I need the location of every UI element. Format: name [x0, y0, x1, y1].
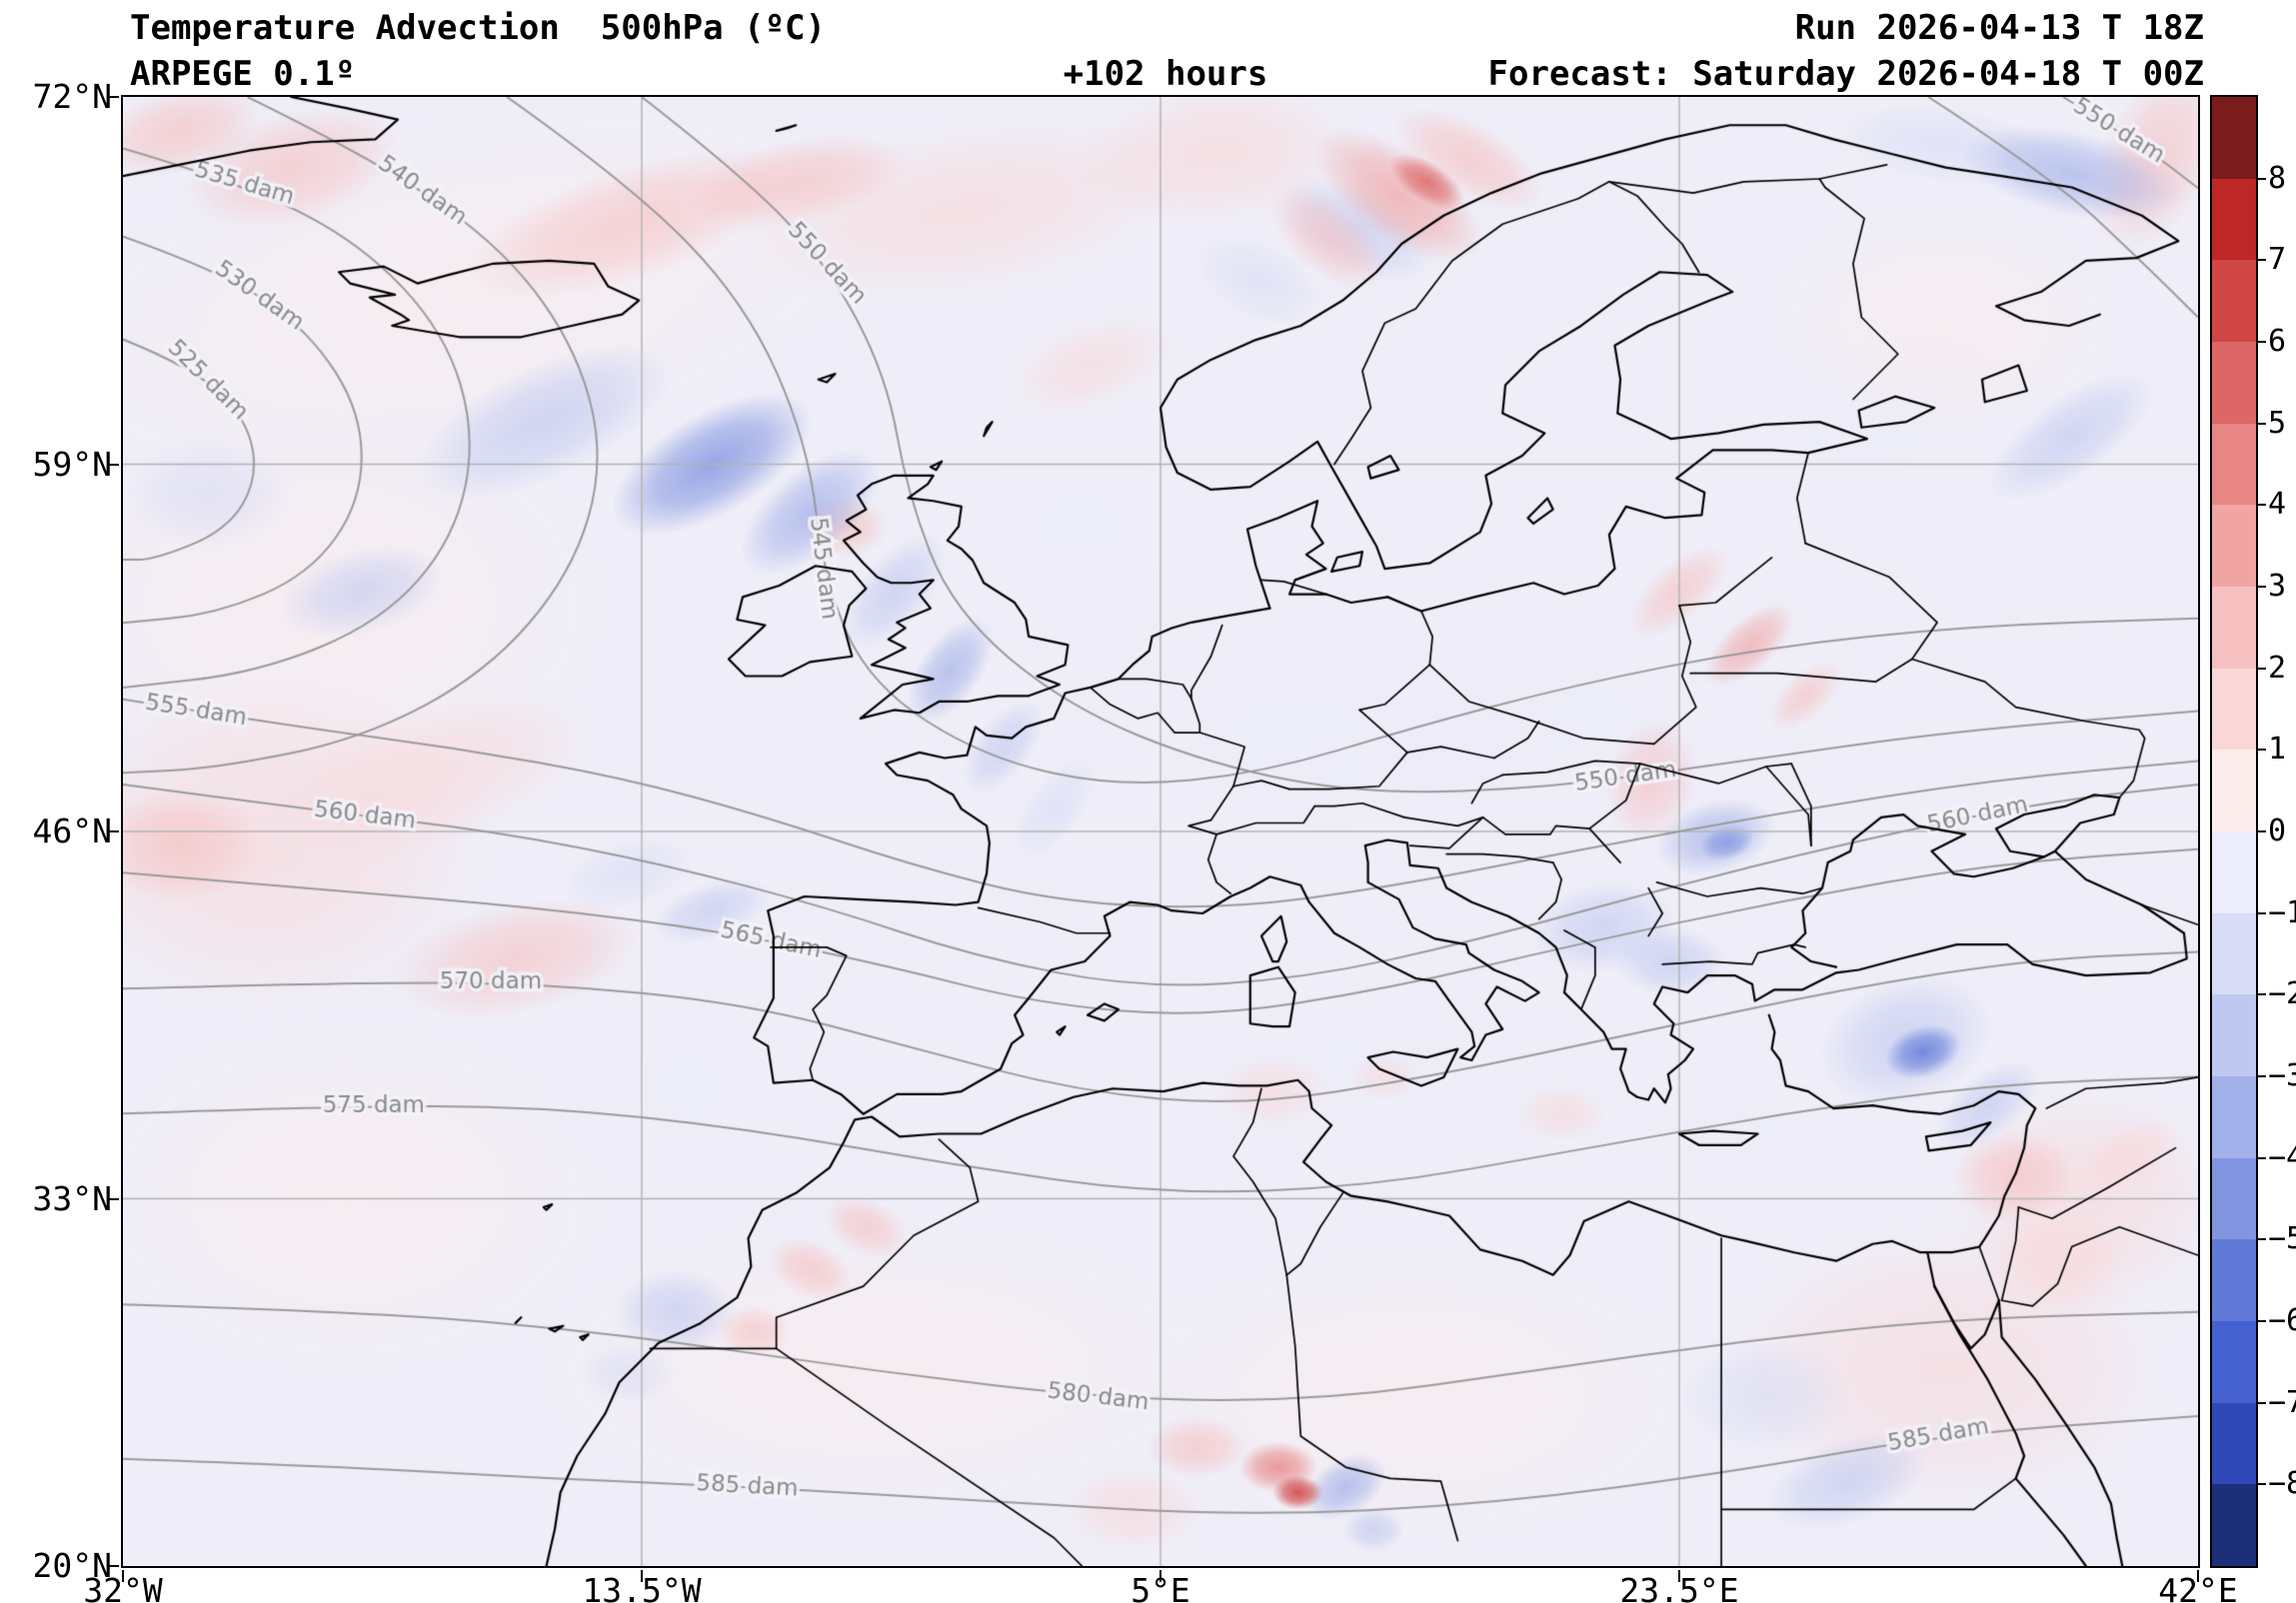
colorbar-tick-label: −4: [2268, 1139, 2296, 1175]
map-canvas: [123, 97, 2198, 1566]
colorbar-tick-mark: [2258, 1238, 2266, 1241]
colorbar: [2210, 95, 2258, 1568]
lead-time-label: +102 hours: [1063, 54, 1268, 94]
lat-tick-mark: [107, 1565, 119, 1567]
colorbar-tick-mark: [2258, 504, 2266, 507]
lon-tick-mark: [641, 1570, 643, 1582]
lon-tick-mark: [1678, 1570, 1680, 1582]
lat-tick-label: 33°N: [32, 1178, 112, 1218]
colorbar-tick-label: 5: [2268, 405, 2287, 441]
colorbar-tick-label: −5: [2268, 1221, 2296, 1257]
colorbar-band: [2212, 1321, 2256, 1403]
colorbar-tick-mark: [2258, 830, 2266, 832]
colorbar-tick-mark: [2258, 422, 2266, 425]
colorbar-tick-mark: [2258, 749, 2266, 752]
colorbar-tick-label: 8: [2268, 160, 2287, 196]
lon-tick-mark: [2197, 1570, 2199, 1582]
colorbar-tick-mark: [2258, 177, 2266, 180]
colorbar-band: [2212, 994, 2256, 1077]
lon-tick-mark: [122, 1570, 124, 1582]
colorbar-band: [2212, 1402, 2256, 1485]
lon-tick-mark: [1159, 1570, 1161, 1582]
colorbar-tick-mark: [2258, 993, 2266, 996]
colorbar-band: [2212, 97, 2256, 179]
forecast-valid-label: Forecast: Saturday 2026-04-18 T 00Z: [1487, 54, 2204, 94]
lat-tick-label: 59°N: [32, 444, 112, 484]
colorbar-tick-label: −6: [2268, 1303, 2296, 1338]
colorbar-tick-label: 3: [2268, 569, 2287, 604]
colorbar-tick-mark: [2258, 1075, 2266, 1077]
colorbar-tick-mark: [2258, 1401, 2266, 1404]
colorbar-tick-mark: [2258, 1156, 2266, 1159]
colorbar-tick-label: 4: [2268, 487, 2287, 523]
colorbar-band: [2212, 587, 2256, 669]
colorbar-band: [2212, 831, 2256, 913]
run-label: Run 2026-04-13 T 18Z: [1794, 8, 2204, 48]
page-title: Temperature Advection 500hPa (ºC): [130, 8, 826, 48]
lat-tick-mark: [107, 1197, 119, 1200]
colorbar-band: [2212, 178, 2256, 261]
colorbar-tick-label: 0: [2268, 813, 2287, 848]
colorbar-band: [2212, 668, 2256, 751]
lat-tick-mark: [107, 463, 119, 466]
colorbar-tick-label: 7: [2268, 242, 2287, 278]
colorbar-tick-mark: [2258, 341, 2266, 343]
colorbar-tick-mark: [2258, 911, 2266, 914]
colorbar-tick-mark: [2258, 667, 2266, 670]
colorbar-band: [2212, 750, 2256, 832]
colorbar-tick-label: −1: [2268, 894, 2296, 930]
lat-tick-label: 20°N: [32, 1546, 112, 1585]
lat-tick-mark: [107, 96, 119, 98]
colorbar-tick-mark: [2258, 1320, 2266, 1322]
colorbar-tick-label: −7: [2268, 1384, 2296, 1420]
colorbar-band: [2212, 1239, 2256, 1322]
colorbar-band: [2212, 1157, 2256, 1240]
lat-tick-label: 72°N: [32, 77, 112, 116]
colorbar-band: [2212, 423, 2256, 506]
colorbar-tick-label: 1: [2268, 732, 2287, 768]
colorbar-band: [2212, 505, 2256, 588]
colorbar-tick-label: −3: [2268, 1058, 2296, 1093]
lat-tick-label: 46°N: [32, 811, 112, 850]
colorbar-tick-label: 6: [2268, 324, 2287, 359]
model-label: ARPEGE 0.1º: [130, 54, 356, 94]
colorbar-tick-mark: [2258, 586, 2266, 588]
colorbar-band: [2212, 912, 2256, 995]
colorbar-band: [2212, 260, 2256, 343]
colorbar-band: [2212, 342, 2256, 424]
map-frame: [121, 95, 2200, 1568]
colorbar-tick-mark: [2258, 259, 2266, 262]
colorbar-band: [2212, 1076, 2256, 1158]
colorbar-tick-label: −2: [2268, 976, 2296, 1012]
lat-tick-mark: [107, 830, 119, 832]
colorbar-band: [2212, 1484, 2256, 1567]
colorbar-tick-mark: [2258, 1483, 2266, 1486]
colorbar-tick-label: −8: [2268, 1466, 2296, 1502]
colorbar-tick-label: 2: [2268, 650, 2287, 686]
